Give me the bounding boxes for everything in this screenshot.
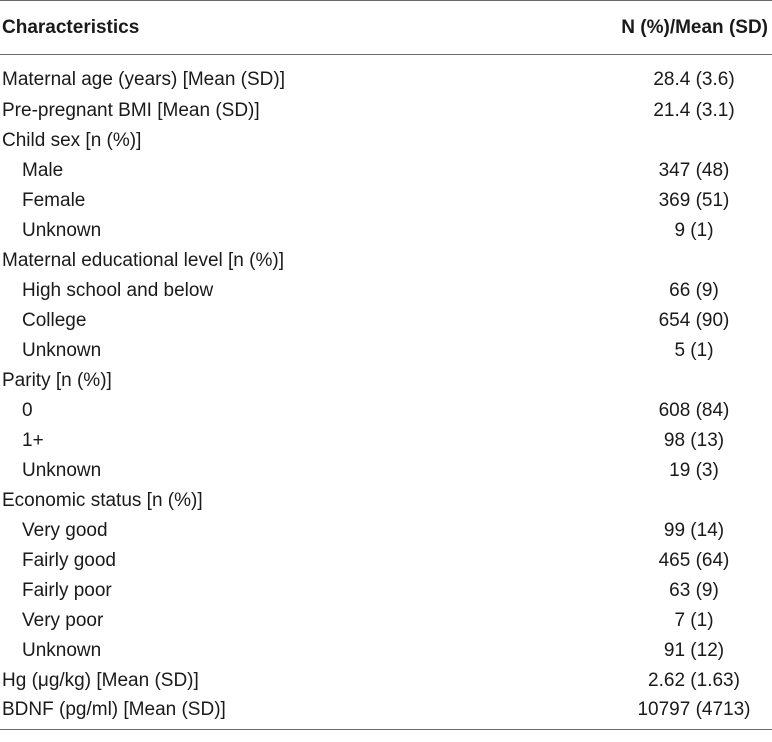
table-row: Male 347 (48) (0, 156, 772, 186)
row-value (560, 246, 772, 276)
row-value: 28.4 (3.6) (653, 69, 735, 91)
row-sublabel: 0 (22, 399, 33, 421)
row-value: 10797 (4713) (637, 699, 751, 721)
row-sublabel: Unknown (22, 639, 102, 661)
row-value: 7 (1) (674, 609, 714, 631)
table-row: Child sex [n (%)] (0, 126, 772, 156)
table-row: Unknown 91 (12) (0, 636, 772, 666)
table-row: Economic status [n (%)] (0, 486, 772, 516)
table-row: Maternal educational level [n (%)] (0, 246, 772, 276)
row-value: 347 (48) (658, 159, 730, 181)
row-sublabel: Unknown (22, 339, 102, 361)
row-sublabel: Male (22, 159, 64, 181)
row-value: 5 (1) (674, 339, 714, 361)
row-sublabel: College (22, 309, 87, 331)
header-characteristics: Characteristics (2, 16, 140, 38)
table-row: College 654 (90) (0, 306, 772, 336)
row-value: 608 (84) (658, 399, 730, 421)
table-row: BDNF (pg/ml) [Mean (SD)] 10797 (4713) (0, 696, 772, 730)
row-value (560, 366, 772, 396)
table-row: 0 608 (84) (0, 396, 772, 426)
row-label: Hg (μg/kg) [Mean (SD)] (2, 669, 199, 691)
row-value: 369 (51) (658, 189, 730, 211)
header-value: N (%)/Mean (SD) (621, 16, 768, 38)
table-row: Hg (μg/kg) [Mean (SD)] 2.62 (1.63) (0, 666, 772, 696)
table-row: Parity [n (%)] (0, 366, 772, 396)
table-row: Pre-pregnant BMI [Mean (SD)] 21.4 (3.1) (0, 96, 772, 126)
row-value (560, 486, 772, 516)
row-label: Parity [n (%)] (2, 369, 112, 391)
table-row: Female 369 (51) (0, 186, 772, 216)
row-label: Pre-pregnant BMI [Mean (SD)] (2, 99, 260, 121)
table-body: Maternal age (years) [Mean (SD)] 28.4 (3.… (0, 55, 772, 730)
row-label: Maternal educational level [n (%)] (2, 249, 284, 271)
table-row: Unknown 19 (3) (0, 456, 772, 486)
row-value: 19 (3) (669, 459, 719, 481)
table-row: Very poor 7 (1) (0, 606, 772, 636)
row-value: 91 (12) (663, 639, 725, 661)
row-value: 21.4 (3.1) (653, 99, 735, 121)
row-value: 654 (90) (658, 309, 730, 331)
row-label: Maternal age (years) [Mean (SD)] (2, 69, 285, 91)
row-value: 63 (9) (669, 579, 719, 601)
row-sublabel: High school and below (22, 279, 214, 301)
row-label: BDNF (pg/ml) [Mean (SD)] (2, 699, 226, 721)
table-row: Fairly poor 63 (9) (0, 576, 772, 606)
table-row: Unknown 9 (1) (0, 216, 772, 246)
header-row: Characteristics N (%)/Mean (SD) (0, 0, 772, 55)
row-value: 9 (1) (674, 219, 714, 241)
row-sublabel: Fairly poor (22, 579, 112, 601)
row-label: Child sex [n (%)] (2, 129, 142, 151)
row-sublabel: Very poor (22, 609, 104, 631)
row-value: 99 (14) (663, 519, 725, 541)
row-sublabel: Female (22, 189, 86, 211)
row-value (560, 126, 772, 156)
table-row: High school and below 66 (9) (0, 276, 772, 306)
row-value: 2.62 (1.63) (648, 669, 740, 691)
row-sublabel: Very good (22, 519, 108, 541)
row-value: 465 (64) (658, 549, 730, 571)
table-header: Characteristics N (%)/Mean (SD) (0, 0, 772, 55)
table-row: 1+ 98 (13) (0, 426, 772, 456)
table-row: Very good 99 (14) (0, 516, 772, 546)
row-sublabel: 1+ (22, 429, 44, 451)
row-sublabel: Unknown (22, 219, 102, 241)
table-row: Fairly good 465 (64) (0, 546, 772, 576)
row-value: 98 (13) (663, 429, 725, 451)
table-row: Unknown 5 (1) (0, 336, 772, 366)
table-row: Maternal age (years) [Mean (SD)] 28.4 (3.… (0, 55, 772, 96)
row-value: 66 (9) (669, 279, 719, 301)
row-sublabel: Unknown (22, 459, 102, 481)
row-sublabel: Fairly good (22, 549, 116, 571)
row-label: Economic status [n (%)] (2, 489, 203, 511)
